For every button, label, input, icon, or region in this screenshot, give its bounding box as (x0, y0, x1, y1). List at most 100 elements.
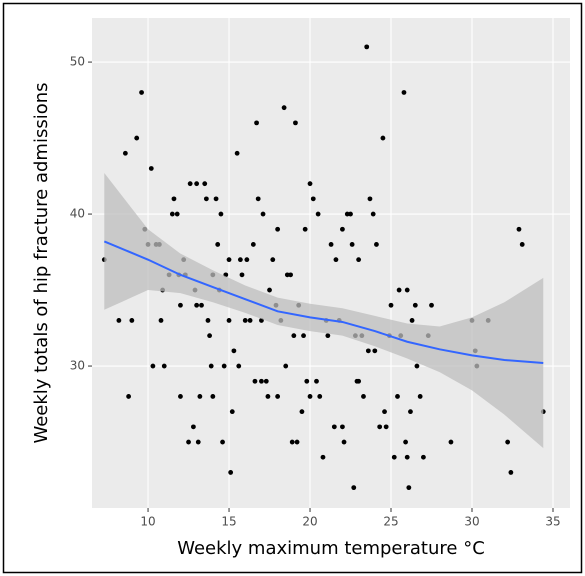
x-axis-title: Weekly maximum temperature °C (177, 538, 485, 559)
point (221, 363, 227, 369)
point (199, 302, 204, 308)
point (236, 363, 242, 369)
x-tick-label: 20 (302, 515, 317, 529)
point (401, 90, 407, 95)
point (213, 196, 219, 202)
point (275, 394, 281, 399)
point (239, 272, 245, 278)
point (372, 348, 378, 354)
y-tick-label: 30 (70, 359, 85, 373)
point (351, 485, 357, 491)
point (174, 211, 180, 217)
y-tick-label: 40 (70, 207, 85, 221)
point (134, 135, 140, 141)
point (505, 439, 511, 445)
point (186, 439, 191, 445)
point (148, 166, 154, 171)
point (171, 196, 177, 202)
point (307, 394, 313, 399)
y-axis-title: Weekly totals of hip fracture admissions (31, 82, 52, 443)
point (409, 318, 415, 323)
x-tick-label: 15 (221, 515, 236, 529)
point (289, 439, 295, 445)
point (383, 424, 389, 430)
point (197, 394, 203, 399)
point (194, 302, 200, 308)
point (320, 454, 326, 460)
point (364, 44, 370, 50)
point (403, 439, 408, 445)
point (244, 257, 250, 263)
point (414, 363, 420, 369)
point (404, 287, 410, 293)
point (169, 211, 175, 217)
point (207, 333, 212, 339)
point (341, 439, 347, 445)
point (317, 394, 323, 399)
point (195, 439, 201, 445)
point (331, 424, 337, 430)
point (356, 378, 362, 384)
point (116, 318, 122, 323)
point (299, 409, 305, 415)
point (190, 424, 196, 430)
point (382, 409, 387, 415)
point (259, 378, 264, 384)
point (158, 318, 164, 323)
point (406, 485, 412, 491)
point (348, 211, 353, 217)
point (254, 120, 259, 126)
point (203, 196, 209, 202)
point (226, 257, 232, 263)
point (370, 211, 376, 217)
point (377, 424, 383, 430)
point (265, 394, 271, 399)
point (395, 394, 400, 399)
point (202, 181, 208, 187)
point (404, 454, 410, 460)
point (283, 363, 289, 369)
x-tick-label: 10 (140, 515, 155, 529)
x-tick-label: 35 (545, 515, 560, 529)
point (333, 257, 339, 263)
point (294, 439, 300, 445)
point (417, 394, 423, 399)
point (508, 470, 514, 475)
y-tick-label: 50 (70, 55, 85, 69)
point (421, 454, 426, 460)
point (365, 348, 371, 354)
point (429, 302, 434, 308)
point (220, 439, 225, 445)
smooth-line (103, 240, 544, 365)
point (328, 242, 334, 247)
confidence-band (104, 173, 544, 449)
point (374, 242, 379, 247)
point (231, 348, 237, 354)
point (380, 135, 386, 141)
point (315, 211, 321, 217)
point (448, 439, 454, 445)
point (228, 470, 234, 475)
point (516, 226, 522, 232)
point (367, 196, 373, 202)
point (194, 181, 200, 187)
point (361, 394, 366, 399)
x-tick-label: 25 (383, 515, 398, 529)
point (396, 287, 402, 293)
point (391, 454, 397, 460)
point (340, 424, 345, 430)
point (408, 409, 413, 415)
point (250, 242, 256, 247)
point (340, 226, 345, 232)
point (281, 105, 287, 111)
point (215, 242, 221, 247)
point (288, 272, 293, 278)
point (150, 363, 156, 369)
point (388, 302, 394, 308)
point (270, 257, 276, 263)
x-tick-label: 30 (464, 515, 479, 529)
point (301, 333, 306, 339)
point (205, 318, 211, 323)
point (139, 90, 144, 95)
